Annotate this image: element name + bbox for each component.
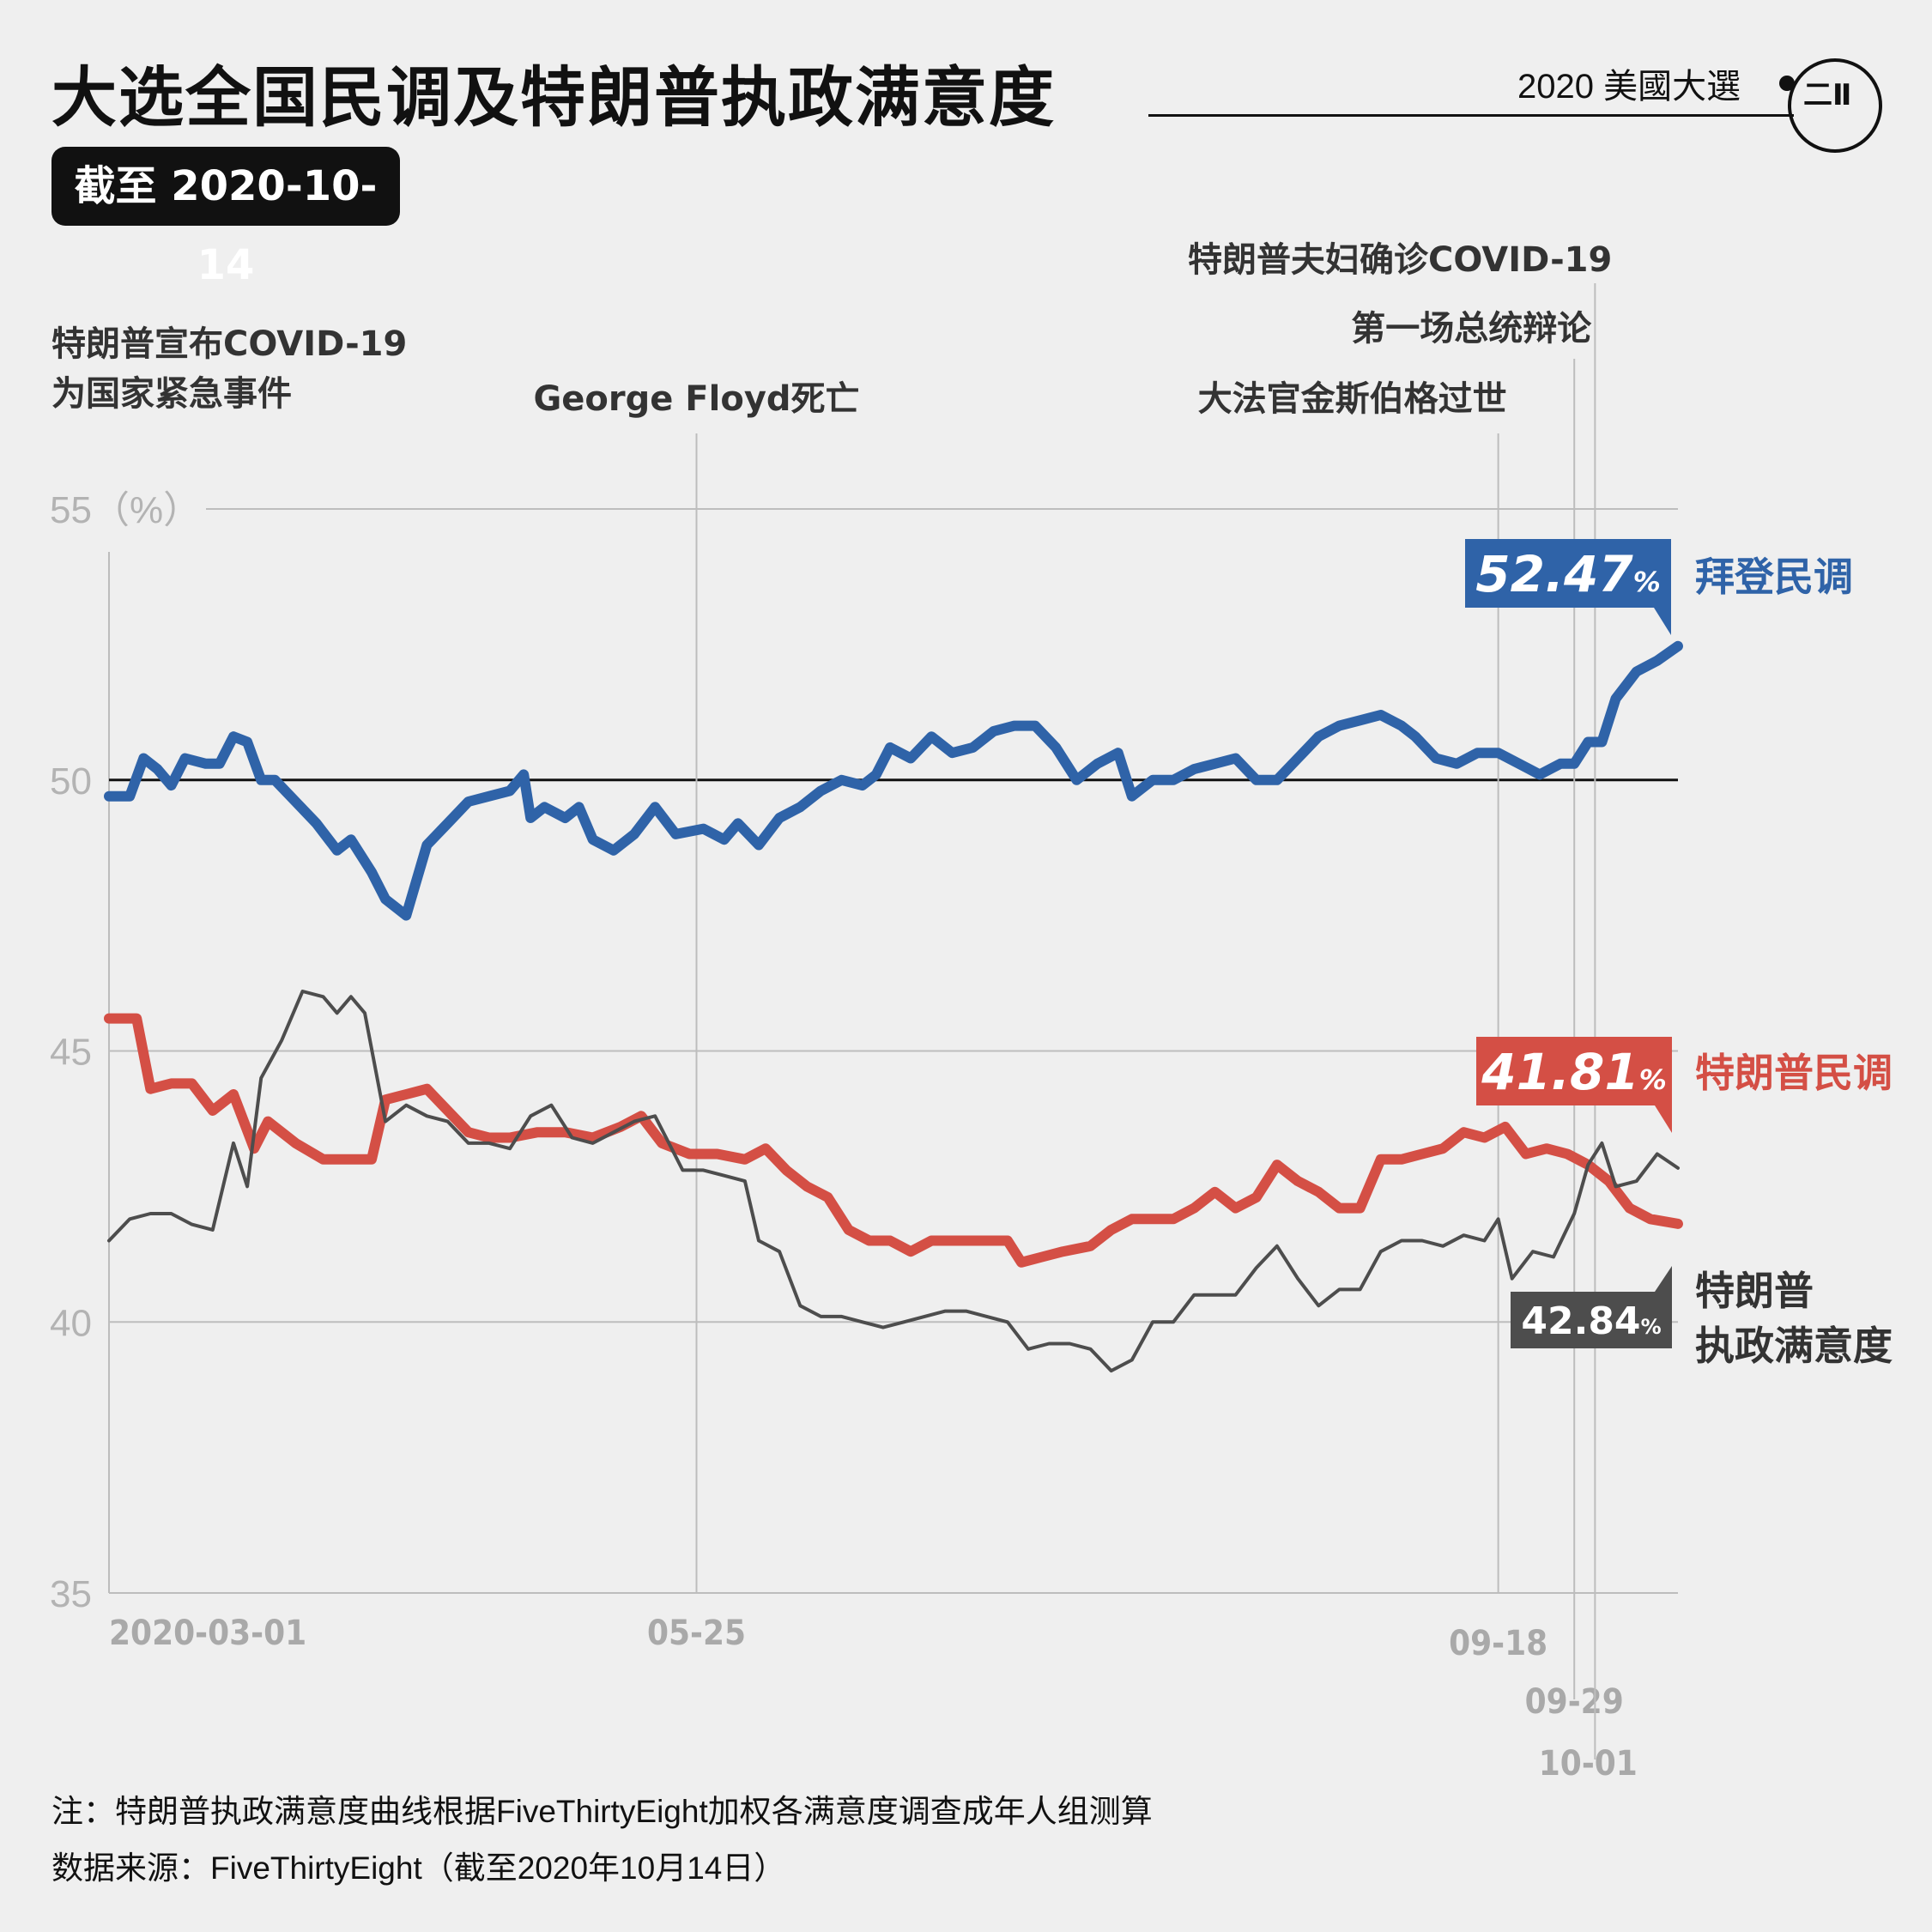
y-tick-label: 55（%） bbox=[50, 489, 201, 531]
event-label: 特朗普宣布COVID-19 bbox=[51, 324, 407, 364]
y-tick-label: 35 bbox=[50, 1573, 92, 1615]
end-value-label: 42.84% bbox=[1521, 1299, 1661, 1343]
series-line bbox=[104, 1013, 1683, 1268]
series-line bbox=[104, 640, 1683, 921]
event-label: 第一场总统辩论 bbox=[1351, 309, 1592, 348]
event-label: 特朗普夫妇确诊COVID-19 bbox=[1188, 240, 1612, 280]
logo-mark-icon: 二Ⅱ bbox=[1803, 78, 1852, 112]
series-name-label: 执政满意度 bbox=[1695, 1323, 1893, 1369]
value-badge bbox=[1465, 539, 1671, 608]
y-tick-label: 45 bbox=[50, 1032, 92, 1074]
page-title: 大选全国民调及特朗普执政满意度 bbox=[51, 59, 1056, 136]
y-tick-label: 50 bbox=[50, 760, 92, 802]
y-tick-label: 40 bbox=[50, 1302, 92, 1344]
value-badge-tip bbox=[1654, 608, 1671, 635]
footnote-source: 数据来源：FiveThirtyEight（截至2020年10月14日） bbox=[51, 1850, 786, 1886]
series-name-label: 特朗普 bbox=[1695, 1268, 1814, 1314]
title-rule bbox=[1148, 114, 1794, 117]
series-name-label: 特朗普民调 bbox=[1695, 1050, 1893, 1096]
label-layer: 52.47% 拜登民调 41.81% 特朗普民调 42.84% 特朗普执政满意度 bbox=[1465, 539, 1893, 1369]
x-tick-label: 05-25 bbox=[647, 1614, 746, 1653]
x-tick-label: 10-01 bbox=[1539, 1744, 1638, 1784]
footnote-note: 注：特朗普执政满意度曲线根据FiveThirtyEight加权各满意度调查成年人… bbox=[51, 1794, 1153, 1829]
event-label: 为国家紧急事件 bbox=[51, 374, 292, 414]
end-value-label: 52.47% bbox=[1475, 545, 1661, 603]
event-layer: 特朗普宣布COVID-19 为国家紧急事件 George Floyd死亡 大法官金斯伯… bbox=[51, 240, 1612, 1759]
end-value-label: 41.81% bbox=[1481, 1043, 1667, 1101]
x-tick-label: 09-18 bbox=[1449, 1624, 1547, 1663]
value-badge-tip bbox=[1655, 1105, 1672, 1133]
logo-dot-icon bbox=[1779, 76, 1795, 91]
value-badge bbox=[1476, 1037, 1672, 1105]
series-layer bbox=[104, 640, 1683, 1373]
event-label: George Floyd死亡 bbox=[533, 379, 859, 419]
x-tick-label: 2020-03-01 bbox=[109, 1614, 306, 1653]
date-badge: 截至 2020-10-14 bbox=[51, 147, 400, 289]
event-label: 大法官金斯伯格过世 bbox=[1198, 379, 1507, 419]
series-name-label: 拜登民调 bbox=[1695, 554, 1853, 600]
value-badge-tip bbox=[1655, 1266, 1672, 1292]
series-line bbox=[107, 990, 1680, 1373]
logo: 二Ⅱ bbox=[1779, 58, 1882, 153]
brand-label: 2020 美國大選 bbox=[1517, 68, 1741, 106]
value-badge bbox=[1511, 1292, 1672, 1348]
